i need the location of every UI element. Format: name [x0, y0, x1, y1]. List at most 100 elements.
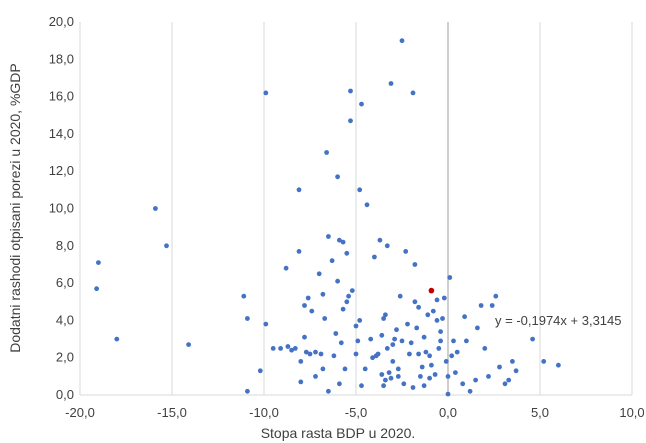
data-point [441, 295, 447, 301]
data-point [407, 351, 412, 357]
y-tick-label: 18,0 [49, 51, 74, 66]
y-tick-label: 8,0 [56, 238, 74, 253]
data-point [353, 323, 359, 329]
data-point [388, 375, 394, 381]
data-point [408, 340, 414, 346]
data-point [313, 374, 318, 379]
y-tick-label: 0,0 [56, 387, 74, 402]
x-tick-label: -10,0 [249, 405, 279, 420]
data-point [416, 351, 421, 357]
data-point [370, 355, 375, 361]
data-point [298, 379, 304, 385]
data-point [331, 353, 337, 359]
y-tick-label: 12,0 [49, 163, 74, 178]
data-point [510, 359, 515, 364]
data-point [245, 388, 250, 394]
data-point [451, 338, 456, 344]
data-point [296, 187, 302, 193]
data-point [94, 286, 99, 292]
data-point [453, 370, 458, 375]
data-point [493, 293, 499, 299]
data-point [241, 293, 247, 299]
data-point [307, 351, 313, 357]
data-point [513, 368, 519, 374]
y-tick-label: 20,0 [49, 14, 74, 29]
y-tick-label: 6,0 [56, 275, 74, 290]
data-point [377, 237, 383, 243]
x-axis-title: Stopa rasta BDP u 2020. [261, 425, 416, 441]
data-point [475, 325, 480, 331]
data-point [399, 338, 405, 344]
data-point [416, 304, 421, 310]
data-point [298, 359, 304, 364]
data-point [434, 297, 440, 303]
data-point [263, 90, 269, 96]
data-point [333, 331, 339, 336]
data-point [384, 346, 390, 351]
x-tick-label: -5,0 [345, 405, 367, 420]
data-point [497, 364, 502, 370]
data-point [462, 314, 467, 320]
data-point [429, 362, 434, 368]
data-point [392, 336, 397, 342]
x-tick-label: 5,0 [531, 405, 549, 420]
data-point [270, 346, 276, 351]
data-point [467, 388, 473, 394]
data-point [326, 234, 331, 239]
data-point [397, 293, 403, 299]
y-tick-label: 16,0 [49, 89, 74, 104]
data-point [309, 308, 315, 314]
x-tick-label: -15,0 [157, 405, 187, 420]
data-points [94, 38, 561, 397]
data-point [401, 381, 407, 387]
data-point [302, 334, 307, 340]
data-point [423, 349, 429, 355]
data-point [419, 364, 425, 370]
data-point [388, 81, 394, 86]
data-point [344, 299, 350, 305]
data-point [395, 366, 401, 372]
data-point [335, 278, 340, 284]
trendline-equation: y = -0,1974x + 3,3145 [495, 313, 621, 328]
data-point [318, 351, 324, 357]
data-point [445, 391, 451, 397]
data-point [395, 374, 401, 379]
data-point [303, 349, 309, 355]
data-point [506, 377, 512, 383]
data-point [386, 370, 392, 375]
data-point [438, 329, 443, 334]
data-point [285, 344, 291, 349]
data-point [383, 312, 388, 318]
data-point [153, 206, 158, 211]
data-point [348, 118, 353, 124]
data-point [340, 239, 346, 245]
data-point [403, 249, 409, 254]
data-point [348, 88, 353, 94]
data-point [421, 334, 427, 340]
data-point [337, 381, 342, 387]
data-point [296, 249, 302, 254]
data-point [421, 383, 427, 389]
data-point [357, 187, 363, 193]
data-point [443, 359, 449, 364]
data-point [410, 90, 416, 96]
data-point [427, 353, 432, 359]
data-point [530, 336, 535, 342]
data-point [425, 312, 431, 318]
data-point [245, 316, 250, 321]
data-point [394, 327, 399, 333]
data-point [320, 291, 326, 297]
y-tick-label: 4,0 [56, 312, 74, 327]
data-point [257, 368, 263, 374]
data-point [541, 359, 547, 364]
data-point [438, 338, 443, 344]
data-point [556, 362, 561, 368]
data-point [486, 374, 491, 379]
data-point [464, 338, 469, 344]
highlighted-data-point [428, 287, 435, 294]
data-point [186, 342, 192, 347]
data-point [338, 340, 344, 346]
data-point [460, 381, 466, 387]
